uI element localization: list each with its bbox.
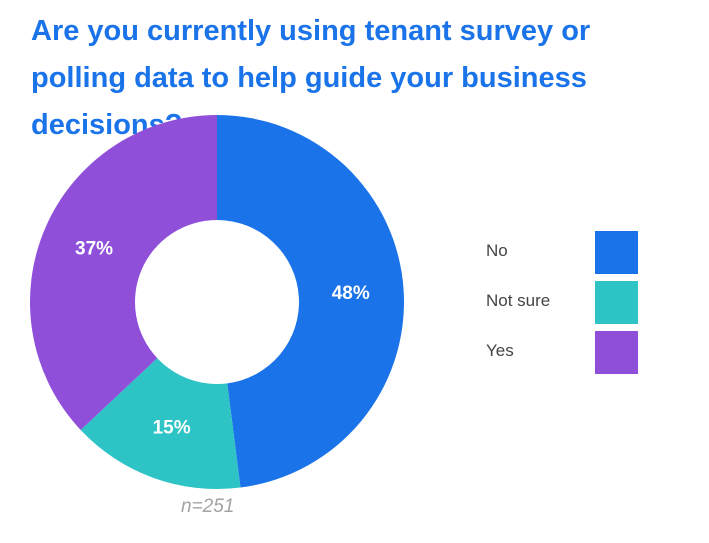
- legend-item-not-sure: Not sure: [486, 280, 646, 330]
- slice-label-not-sure: 15%: [153, 418, 191, 439]
- slice-yes: [30, 115, 218, 431]
- legend-swatch-not-sure: [595, 281, 638, 324]
- legend-swatch-yes: [595, 331, 638, 374]
- legend-label-not-sure: Not sure: [486, 291, 551, 310]
- legend-swatch-no: [595, 231, 638, 274]
- legend: No Not sure Yes: [486, 230, 646, 380]
- slice-label-no: 48%: [332, 283, 370, 304]
- sample-size-note: n=251: [181, 496, 235, 517]
- chart-title: Are you currently using tenant survey or…: [31, 15, 591, 141]
- legend-label-yes: Yes: [486, 341, 514, 360]
- slice-no: [217, 115, 405, 488]
- legend-item-no: No: [486, 230, 646, 280]
- slice-not-sure: [80, 358, 241, 489]
- slice-label-yes: 37%: [75, 238, 113, 259]
- legend-item-yes: Yes: [486, 330, 646, 380]
- legend-label-no: No: [486, 241, 508, 260]
